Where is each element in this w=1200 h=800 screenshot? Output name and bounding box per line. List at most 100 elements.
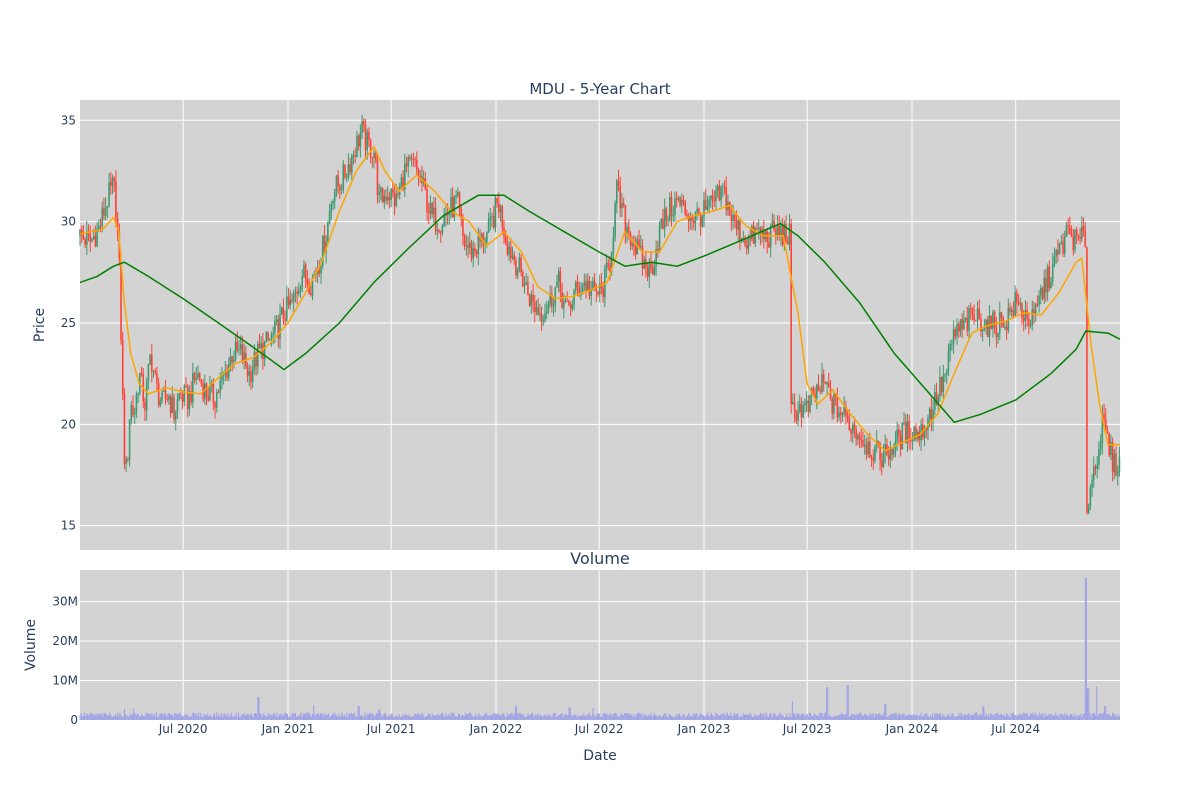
candle-body bbox=[638, 239, 640, 248]
candle-body bbox=[407, 157, 410, 167]
volume-bar bbox=[382, 714, 384, 720]
candle-body bbox=[96, 228, 98, 247]
candle-body bbox=[1036, 304, 1039, 306]
volume-bar bbox=[803, 713, 805, 720]
volume-bar bbox=[252, 717, 254, 720]
volume-bar bbox=[513, 713, 515, 720]
candle-body bbox=[277, 319, 280, 339]
volume-bar bbox=[455, 715, 457, 720]
volume-bar bbox=[225, 714, 227, 720]
candle-body bbox=[465, 245, 468, 247]
volume-bar bbox=[774, 714, 776, 720]
volume-bar bbox=[657, 716, 659, 720]
candle-body bbox=[457, 192, 459, 196]
volume-bar bbox=[394, 716, 396, 720]
volume-bar bbox=[261, 716, 263, 720]
candle-body bbox=[674, 198, 676, 216]
volume-bar bbox=[633, 713, 635, 720]
candle-body bbox=[761, 229, 763, 236]
candle-body bbox=[339, 185, 341, 191]
candle-body bbox=[1113, 453, 1116, 473]
volume-bar bbox=[944, 717, 946, 720]
volume-bar bbox=[724, 715, 726, 720]
volume-bar bbox=[1009, 716, 1011, 720]
volume-bar bbox=[217, 715, 219, 720]
candle-body bbox=[665, 208, 668, 221]
candle-body bbox=[590, 288, 592, 297]
candle-body bbox=[771, 220, 774, 227]
volume-bar bbox=[778, 714, 780, 720]
candle-body bbox=[1099, 443, 1102, 449]
volume-bar bbox=[253, 713, 255, 720]
volume-bar bbox=[1039, 712, 1041, 720]
volume-bar bbox=[351, 714, 353, 720]
volume-bar bbox=[310, 716, 312, 720]
volume-bar bbox=[544, 714, 546, 720]
candle-body bbox=[238, 349, 240, 351]
candle-body bbox=[568, 300, 570, 306]
candle-body bbox=[556, 281, 558, 288]
volume-bar bbox=[586, 714, 588, 720]
candle-body bbox=[356, 135, 358, 157]
candle-body bbox=[1074, 229, 1076, 251]
volume-bar bbox=[710, 712, 713, 720]
candle-body bbox=[1033, 309, 1035, 314]
volume-bar bbox=[86, 713, 88, 720]
volume-bar bbox=[105, 714, 107, 720]
volume-bar bbox=[329, 716, 331, 720]
volume-bar bbox=[528, 715, 530, 720]
volume-bar bbox=[1092, 713, 1094, 720]
volume-bar bbox=[415, 713, 417, 720]
volume-bar bbox=[441, 712, 444, 720]
volume-bar bbox=[667, 716, 669, 720]
volume-bar bbox=[879, 714, 881, 720]
volume-bar bbox=[1030, 713, 1032, 720]
candle-body bbox=[532, 294, 534, 302]
volume-bar bbox=[783, 717, 785, 720]
volume-bar bbox=[98, 714, 100, 720]
candle-body bbox=[214, 403, 216, 408]
volume-bar bbox=[200, 712, 202, 720]
volume-bar bbox=[361, 714, 363, 720]
volume-bar bbox=[262, 713, 265, 720]
candle-body bbox=[289, 299, 292, 306]
candle-body bbox=[106, 206, 109, 208]
volume-bar bbox=[267, 713, 269, 720]
candle-body bbox=[574, 281, 577, 292]
candle-body bbox=[161, 391, 163, 401]
volume-bar bbox=[257, 697, 259, 720]
volume-bar bbox=[990, 713, 992, 720]
candle-body bbox=[1009, 307, 1011, 312]
volume-bar bbox=[983, 706, 985, 720]
candle-body bbox=[121, 340, 124, 395]
candle-body bbox=[1101, 414, 1104, 444]
volume-bar bbox=[242, 714, 244, 720]
candle-body bbox=[1063, 236, 1066, 254]
volume-bar bbox=[1074, 716, 1076, 720]
candle-body bbox=[215, 392, 218, 408]
volume-bar bbox=[603, 713, 605, 720]
volume-bar bbox=[1010, 713, 1012, 720]
candle-body bbox=[605, 262, 608, 269]
candle-body bbox=[969, 308, 972, 310]
volume-bar bbox=[582, 716, 584, 720]
volume-bar bbox=[567, 715, 569, 720]
volume-bar bbox=[773, 713, 775, 720]
volume-bar bbox=[872, 713, 874, 720]
volume-bar bbox=[398, 713, 400, 720]
candle-body bbox=[798, 404, 801, 412]
volume-bar bbox=[272, 715, 274, 720]
volume-bar bbox=[502, 713, 504, 720]
volume-bar bbox=[623, 714, 625, 720]
volume-bar bbox=[367, 714, 369, 720]
candle-body bbox=[154, 370, 157, 373]
volume-bar bbox=[130, 714, 132, 720]
volume-bar bbox=[583, 713, 585, 720]
volume-bar bbox=[215, 716, 217, 720]
candle-body bbox=[783, 223, 786, 245]
candle-body bbox=[1005, 326, 1008, 331]
candle-body bbox=[928, 408, 931, 418]
volume-bar bbox=[839, 714, 841, 720]
volume-bar bbox=[107, 715, 110, 720]
candle-body bbox=[619, 186, 622, 209]
